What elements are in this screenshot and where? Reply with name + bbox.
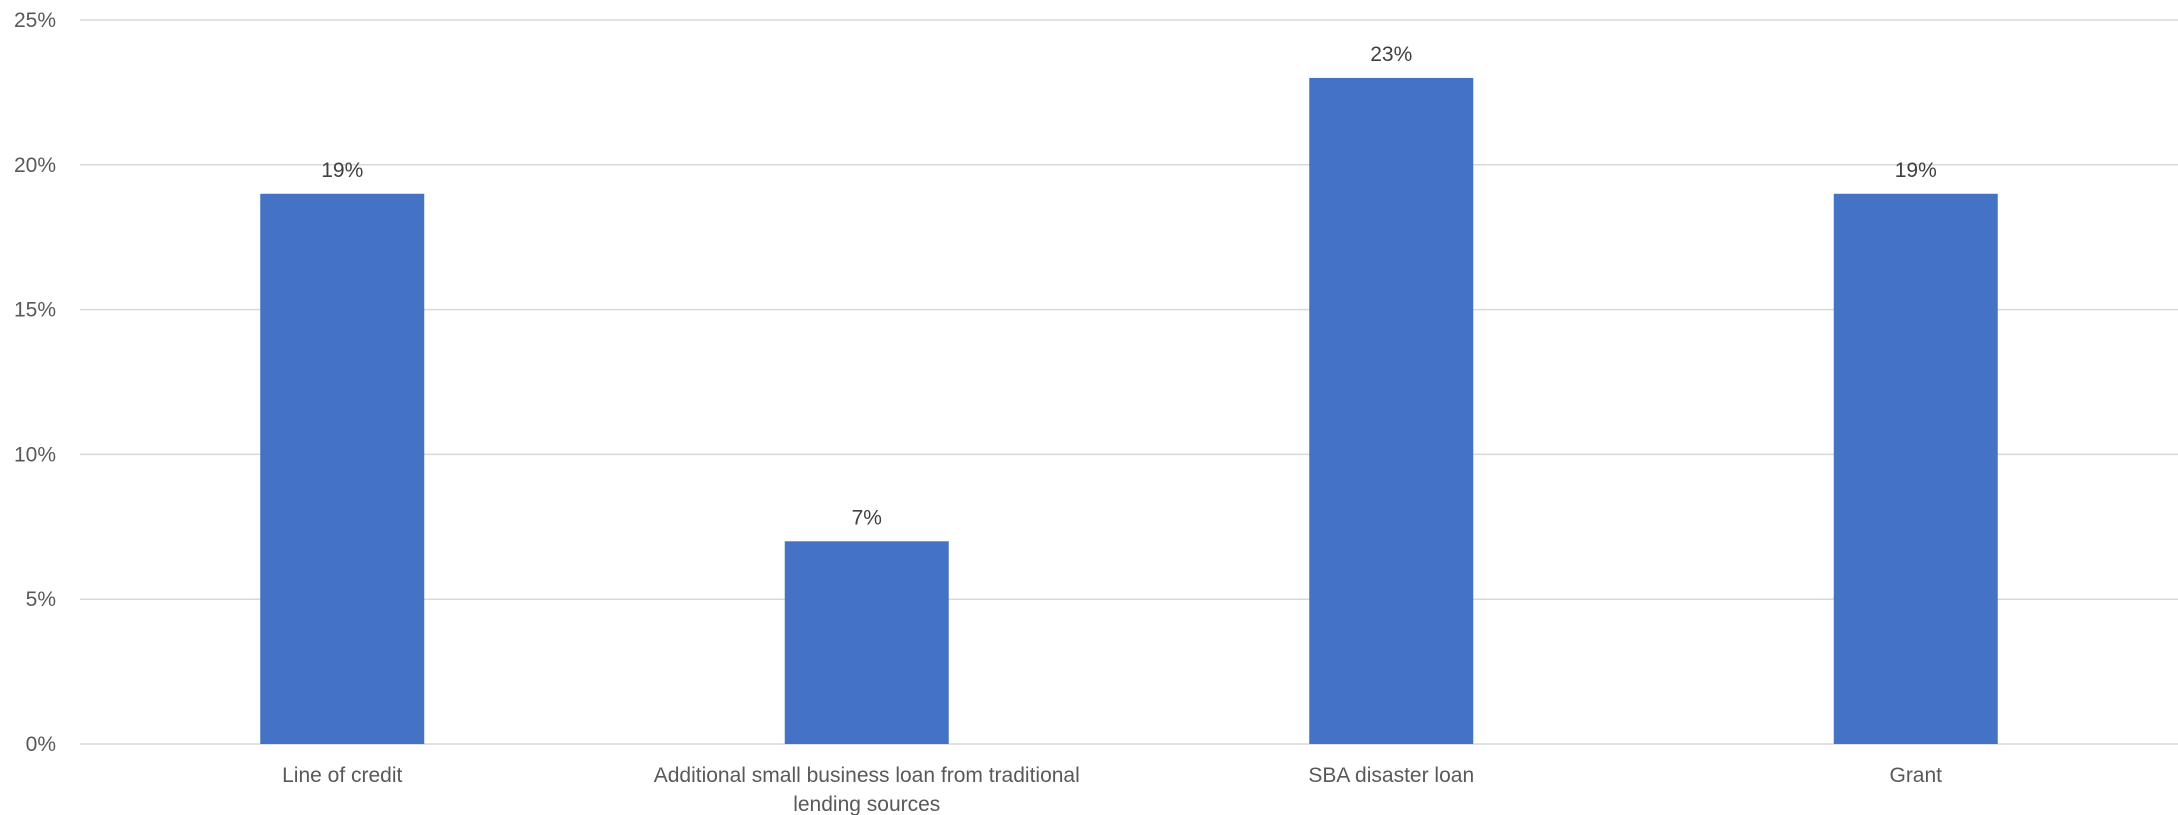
y-tick-label: 10% — [14, 443, 56, 466]
data-label-2: 23% — [1370, 43, 1412, 66]
category-label-2: SBA disaster loan — [1308, 764, 1474, 787]
y-tick-label: 20% — [14, 154, 56, 177]
category-label-1-line-0: Additional small business loan from trad… — [654, 764, 1080, 787]
bar-3 — [1834, 194, 1998, 744]
y-tick-label: 15% — [14, 299, 56, 322]
category-label-3: Grant — [1889, 764, 1942, 787]
bar-2 — [1309, 78, 1473, 744]
y-tick-label: 0% — [26, 733, 56, 756]
y-tick-label: 25% — [14, 9, 56, 32]
x-axis-category-labels: Line of credit Additional small business … — [282, 764, 1942, 815]
y-axis-tick-labels: 0% 5% 10% 15% 20% 25% — [14, 9, 56, 756]
bars — [260, 78, 1998, 744]
category-label-0: Line of credit — [282, 764, 402, 787]
data-label-1: 7% — [852, 506, 882, 529]
bar-1 — [785, 541, 949, 744]
bar-0 — [260, 194, 424, 744]
y-tick-label: 5% — [26, 588, 56, 611]
data-label-3: 19% — [1895, 159, 1937, 182]
category-label-1-line-1: lending sources — [793, 793, 940, 815]
data-label-0: 19% — [321, 159, 363, 182]
data-labels: 19% 7% 23% 19% — [321, 43, 1937, 529]
